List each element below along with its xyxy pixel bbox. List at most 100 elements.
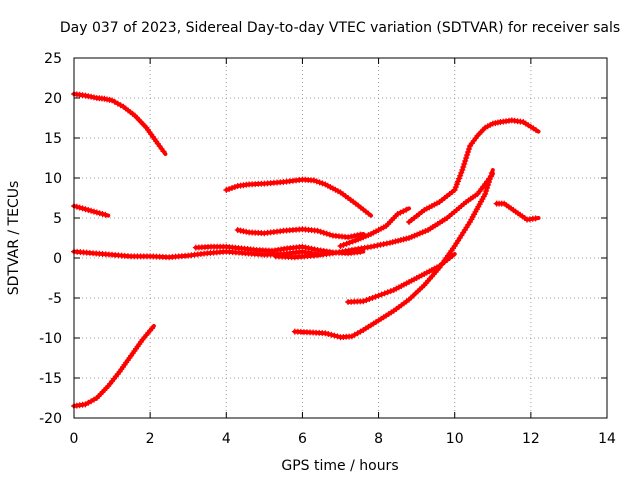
data-point <box>149 325 156 332</box>
data-point <box>82 206 89 213</box>
x-tick-label: 10 <box>446 431 464 447</box>
data-point <box>302 244 309 251</box>
grid-lines <box>74 58 607 418</box>
data-point <box>462 158 469 164</box>
data-point <box>484 185 491 191</box>
series-s5 <box>71 324 156 409</box>
data-point <box>363 297 370 304</box>
data-point <box>452 184 459 191</box>
data-point <box>400 236 407 243</box>
data-point <box>389 239 396 246</box>
data-point <box>160 148 167 155</box>
data-point <box>403 206 410 213</box>
data-point <box>310 177 317 184</box>
data-point <box>325 331 332 337</box>
data-point <box>85 207 92 213</box>
data-point <box>349 238 356 245</box>
data-point <box>79 205 86 212</box>
data-point <box>483 188 490 194</box>
x-tick-label: 6 <box>298 431 307 447</box>
data-point <box>316 179 323 186</box>
data-point <box>328 331 335 338</box>
data-point <box>323 230 330 237</box>
x-axis-label: GPS time / hours <box>281 458 398 474</box>
data-point <box>488 170 495 176</box>
data-point <box>482 191 489 197</box>
data-point <box>458 169 465 176</box>
data-point <box>228 185 235 191</box>
data-point <box>313 178 320 185</box>
data-point <box>380 241 387 248</box>
data-point <box>314 227 321 234</box>
data-point <box>319 180 326 187</box>
data-point <box>231 184 238 190</box>
data-point <box>464 152 471 158</box>
data-point <box>377 241 384 248</box>
data-point <box>374 242 381 249</box>
y-tick-label: 5 <box>53 211 62 227</box>
data-point <box>487 173 494 179</box>
data-point <box>465 149 472 155</box>
data-point <box>459 167 466 173</box>
y-tick-labels: -20 -15 -10 -5 0 5 10 15 20 25 <box>39 51 62 427</box>
y-tick-label: -5 <box>48 291 62 307</box>
x-tick-label: 14 <box>598 431 616 447</box>
y-axis-label: SDTVAR / TECUs <box>6 181 22 296</box>
series-s10 <box>406 117 541 225</box>
data-point <box>346 239 353 246</box>
data-point <box>451 187 458 193</box>
data-point <box>457 172 464 179</box>
series-s7 <box>234 226 366 241</box>
data-point <box>226 186 233 192</box>
axis-ticks <box>73 57 608 419</box>
y-tick-label: 25 <box>44 51 62 67</box>
data-point <box>365 210 372 217</box>
data-point <box>371 243 378 250</box>
series-line <box>72 324 156 408</box>
data-point <box>453 181 460 188</box>
x-tick-label: 8 <box>374 431 383 447</box>
data-point <box>343 240 350 247</box>
data-point <box>305 245 312 252</box>
data-point <box>378 291 385 298</box>
data-point <box>322 330 329 337</box>
data-point <box>532 127 539 133</box>
data-point <box>223 187 230 193</box>
data-point <box>326 231 333 238</box>
data-point <box>454 178 461 185</box>
y-tick-label: 15 <box>44 131 62 147</box>
series-s1 <box>71 91 168 156</box>
data-point <box>395 237 402 244</box>
data-point <box>408 233 415 240</box>
data-point <box>93 209 100 216</box>
data-point <box>340 241 347 248</box>
x-tick-label: 12 <box>522 431 540 447</box>
data-point <box>372 293 379 300</box>
data-point <box>397 237 404 244</box>
data-point <box>85 93 92 100</box>
data-point <box>311 246 318 253</box>
series-s12 <box>345 252 457 305</box>
data-point <box>383 240 390 247</box>
data-point <box>375 292 382 299</box>
series-s13 <box>493 200 541 223</box>
data-point <box>367 243 374 250</box>
data-point <box>449 253 456 259</box>
x-tick-labels: 0 2 4 6 8 10 12 14 <box>70 431 616 447</box>
data-point <box>411 232 418 239</box>
x-tick-label: 4 <box>222 431 231 447</box>
data-point <box>348 233 355 240</box>
series-line <box>346 252 457 304</box>
data-point <box>299 243 306 250</box>
data-point <box>419 229 426 236</box>
data-point <box>96 210 103 217</box>
data-point <box>102 211 109 218</box>
data-point <box>331 332 338 339</box>
data-point <box>392 238 399 245</box>
data-point <box>88 207 95 214</box>
data-point <box>486 176 493 182</box>
data-point <box>387 288 394 295</box>
data-point <box>381 290 388 297</box>
series-s3 <box>71 248 324 261</box>
data-point <box>334 333 341 340</box>
